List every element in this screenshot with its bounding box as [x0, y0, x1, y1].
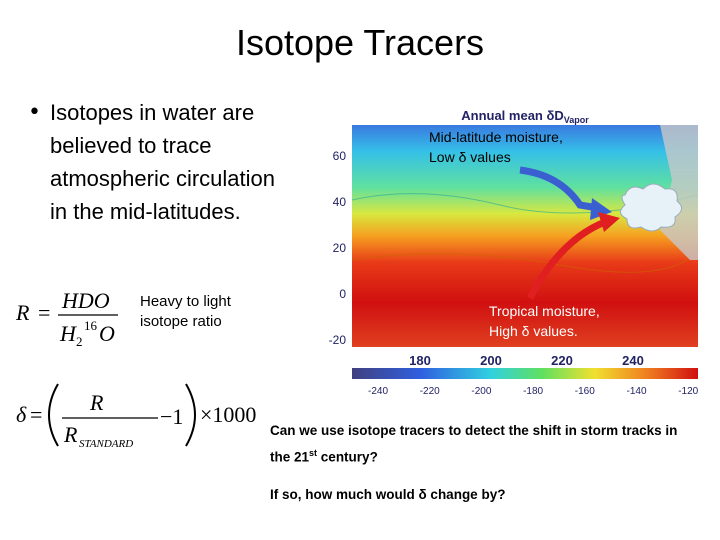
map-field — [352, 125, 698, 347]
formula-part: R — [89, 390, 104, 415]
formula-part: = — [38, 300, 50, 325]
map-y-label: 60 — [333, 149, 347, 163]
bullet-text: Isotopes in water are believed to trace … — [50, 100, 275, 224]
map-title: Annual mean δDVapor — [461, 108, 589, 125]
cloud — [620, 183, 682, 232]
colorbar-label: -120 — [678, 386, 698, 397]
question-text: Can we use isotope tracers to detect the… — [270, 423, 678, 465]
annotation: Low δ values — [429, 149, 511, 165]
map-y-label: -20 — [329, 333, 347, 347]
formula-part: ×1000 — [200, 402, 256, 427]
colorbar — [352, 368, 698, 379]
ratio-note: Heavy to light isotope ratio — [140, 293, 231, 330]
map-x-label: 200 — [480, 353, 502, 368]
ratio-formula: R = HDO H 2 16 O — [15, 288, 118, 349]
colorbar-label: -160 — [575, 386, 595, 397]
map-x-label: 220 — [551, 353, 573, 368]
colorbar-label: -220 — [420, 386, 440, 397]
colorbar-label: -240 — [368, 386, 388, 397]
annotation: Tropical moisture, — [489, 303, 600, 319]
map-title-sub: Vapor — [564, 115, 590, 125]
map-x-label: 180 — [409, 353, 431, 368]
annotation: Mid-latitude moisture, — [429, 129, 563, 145]
arrow — [526, 218, 607, 300]
formula-part: −1 — [160, 404, 183, 429]
formula-part: 16 — [84, 318, 98, 333]
slide-title: Isotope Tracers — [235, 22, 485, 63]
bullet-dot: • — [28, 100, 41, 125]
colorbar-label: -180 — [523, 386, 543, 397]
formula-part: O — [99, 321, 115, 346]
followup: If so, how much would δ change by? — [270, 487, 506, 502]
formula-part: R — [15, 300, 30, 325]
formula-part: = — [30, 402, 42, 427]
colorbar-label: -140 — [626, 386, 646, 397]
map-y-label: 40 — [333, 195, 347, 209]
map-y-label: 20 — [333, 241, 347, 255]
arrow — [519, 166, 599, 212]
question-end: century? — [317, 449, 378, 465]
annotation: High δ values. — [489, 323, 578, 339]
formula-part: STANDARD — [79, 438, 133, 450]
map-x-label: 240 — [622, 353, 644, 368]
question-sup: st — [309, 448, 318, 458]
formula-part: R — [63, 422, 78, 447]
question: Can we use isotope tracers to detect the… — [270, 420, 690, 469]
delta-formula: δ = R R STANDARD −1 ×1000 — [16, 383, 256, 450]
formula-part: δ — [16, 402, 27, 427]
colorbar-label: -200 — [471, 386, 491, 397]
formula-part: 2 — [76, 334, 83, 349]
map-title-text: Annual mean δD — [461, 108, 564, 123]
formula-part: HDO — [61, 288, 110, 313]
map-y-label: 0 — [339, 287, 346, 301]
formula-part: H — [59, 321, 77, 346]
